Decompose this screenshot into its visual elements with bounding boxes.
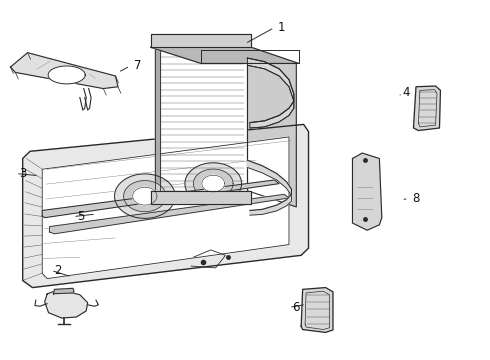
Polygon shape bbox=[155, 47, 247, 191]
Text: 3: 3 bbox=[20, 167, 27, 180]
Polygon shape bbox=[301, 288, 333, 332]
Polygon shape bbox=[42, 137, 289, 279]
Polygon shape bbox=[185, 163, 242, 204]
Polygon shape bbox=[155, 47, 296, 63]
Text: 7: 7 bbox=[134, 59, 141, 72]
Polygon shape bbox=[151, 34, 251, 47]
Polygon shape bbox=[123, 181, 166, 212]
Polygon shape bbox=[247, 160, 292, 215]
Polygon shape bbox=[133, 187, 157, 205]
Polygon shape bbox=[49, 194, 289, 234]
Polygon shape bbox=[247, 47, 296, 207]
Polygon shape bbox=[10, 53, 118, 89]
Polygon shape bbox=[23, 125, 309, 288]
Text: 8: 8 bbox=[412, 192, 420, 205]
Polygon shape bbox=[42, 180, 279, 218]
Polygon shape bbox=[115, 174, 175, 219]
Text: 6: 6 bbox=[293, 301, 300, 314]
Polygon shape bbox=[53, 288, 74, 294]
Polygon shape bbox=[202, 175, 224, 192]
Polygon shape bbox=[45, 291, 88, 318]
Polygon shape bbox=[414, 86, 441, 131]
Text: 5: 5 bbox=[76, 210, 84, 223]
Polygon shape bbox=[151, 47, 299, 63]
Text: 1: 1 bbox=[278, 21, 285, 34]
Text: 4: 4 bbox=[402, 86, 410, 99]
Polygon shape bbox=[151, 191, 251, 204]
Polygon shape bbox=[155, 47, 160, 191]
Polygon shape bbox=[194, 169, 233, 198]
Polygon shape bbox=[48, 66, 85, 84]
Text: 2: 2 bbox=[54, 264, 62, 277]
Polygon shape bbox=[352, 153, 382, 230]
Polygon shape bbox=[247, 58, 294, 128]
